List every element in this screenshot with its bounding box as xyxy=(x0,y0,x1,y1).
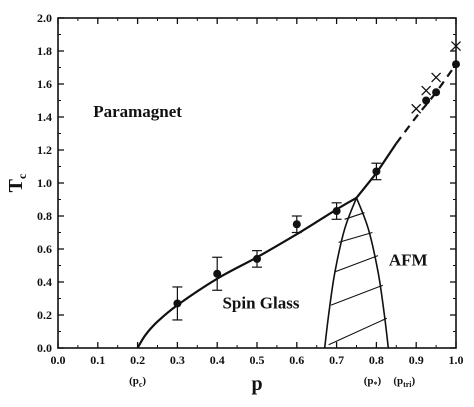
x-annotation: (ptri) xyxy=(393,375,415,389)
data-point-cross xyxy=(421,85,432,96)
x-tick-label: 1.0 xyxy=(449,353,464,367)
data-point-circle xyxy=(292,220,301,229)
x-tick-label: 0.8 xyxy=(369,353,384,367)
y-tick-label: 1.0 xyxy=(37,176,52,190)
x-tick-label: 0.3 xyxy=(170,353,185,367)
x-tick-label: 0.1 xyxy=(90,353,105,367)
axis-titles: (pc) (p*) (ptri) p Tc xyxy=(5,173,416,395)
y-tick-label: 1.4 xyxy=(37,110,52,124)
x-tick-label: 0.5 xyxy=(250,353,265,367)
data-point-circle xyxy=(253,254,261,263)
hatch-line xyxy=(328,317,387,346)
x-annotation: (pc) xyxy=(129,375,146,389)
region-label: Paramagnet xyxy=(93,102,182,121)
axis-tick-labels: 0.0 0.1 0.2 0.3 0.4 0.5 0.6 0.7 0.8 0.9 1.0 0.0 0.2 0… xyxy=(37,11,464,367)
data-point-circle xyxy=(432,88,441,97)
y-tick-label: 1.6 xyxy=(37,77,52,91)
y-tick-label: 0.2 xyxy=(37,308,52,322)
y-tick-label: 0.6 xyxy=(37,242,52,256)
spin-glass-boundary-curve xyxy=(136,196,358,349)
y-axis-title: Tc xyxy=(5,173,29,192)
x-tick-label: 0.7 xyxy=(329,353,344,367)
afm-hatching xyxy=(328,212,387,346)
x-tick-label: 0.6 xyxy=(289,353,304,367)
data-point-circle xyxy=(332,207,341,216)
region-label: AFM xyxy=(389,251,428,270)
data-point-circle xyxy=(452,60,460,69)
hatch-line xyxy=(330,284,383,306)
data-point-circle xyxy=(372,167,381,176)
afm-right-boundary xyxy=(355,197,390,349)
data-point-cross xyxy=(431,72,442,83)
y-tick-label: 0.4 xyxy=(37,275,52,289)
x-tick-label: 0.0 xyxy=(51,353,66,367)
data-point-circle xyxy=(213,269,222,278)
x-annotation: (p*) xyxy=(364,375,382,389)
axis-ticks xyxy=(57,17,457,349)
region-label: Spin Glass xyxy=(222,293,299,312)
data-point-cross xyxy=(411,103,422,114)
y-tick-label: 2.0 xyxy=(37,11,52,25)
data-point-circle xyxy=(173,299,182,308)
x-tick-label: 0.9 xyxy=(409,353,424,367)
ferro-boundary-dashed xyxy=(395,63,457,145)
y-tick-label: 1.2 xyxy=(37,143,52,157)
data-point-circle xyxy=(422,96,431,105)
y-tick-label: 0.8 xyxy=(37,209,52,223)
hatch-line xyxy=(334,255,379,273)
data-point-cross xyxy=(451,41,461,52)
region-labels: Paramagnet Spin Glass AFM xyxy=(93,102,427,312)
x-axis-title: p xyxy=(251,373,262,395)
data-points xyxy=(173,41,461,308)
x-tick-label: 0.2 xyxy=(130,353,145,367)
x-tick-label: 0.4 xyxy=(210,353,225,367)
y-tick-label: 0.0 xyxy=(37,341,52,355)
afm-left-boundary xyxy=(323,197,358,349)
y-tick-label: 1.8 xyxy=(37,44,52,58)
hatch-line xyxy=(338,231,373,243)
